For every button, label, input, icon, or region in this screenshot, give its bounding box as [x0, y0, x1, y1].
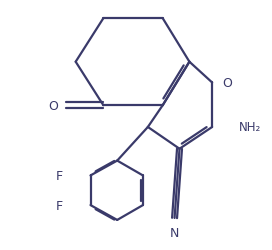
Text: N: N — [170, 226, 179, 239]
Text: F: F — [55, 169, 63, 182]
Text: O: O — [222, 77, 232, 90]
Text: O: O — [48, 99, 58, 112]
Text: NH₂: NH₂ — [239, 121, 261, 134]
Text: F: F — [55, 199, 63, 212]
